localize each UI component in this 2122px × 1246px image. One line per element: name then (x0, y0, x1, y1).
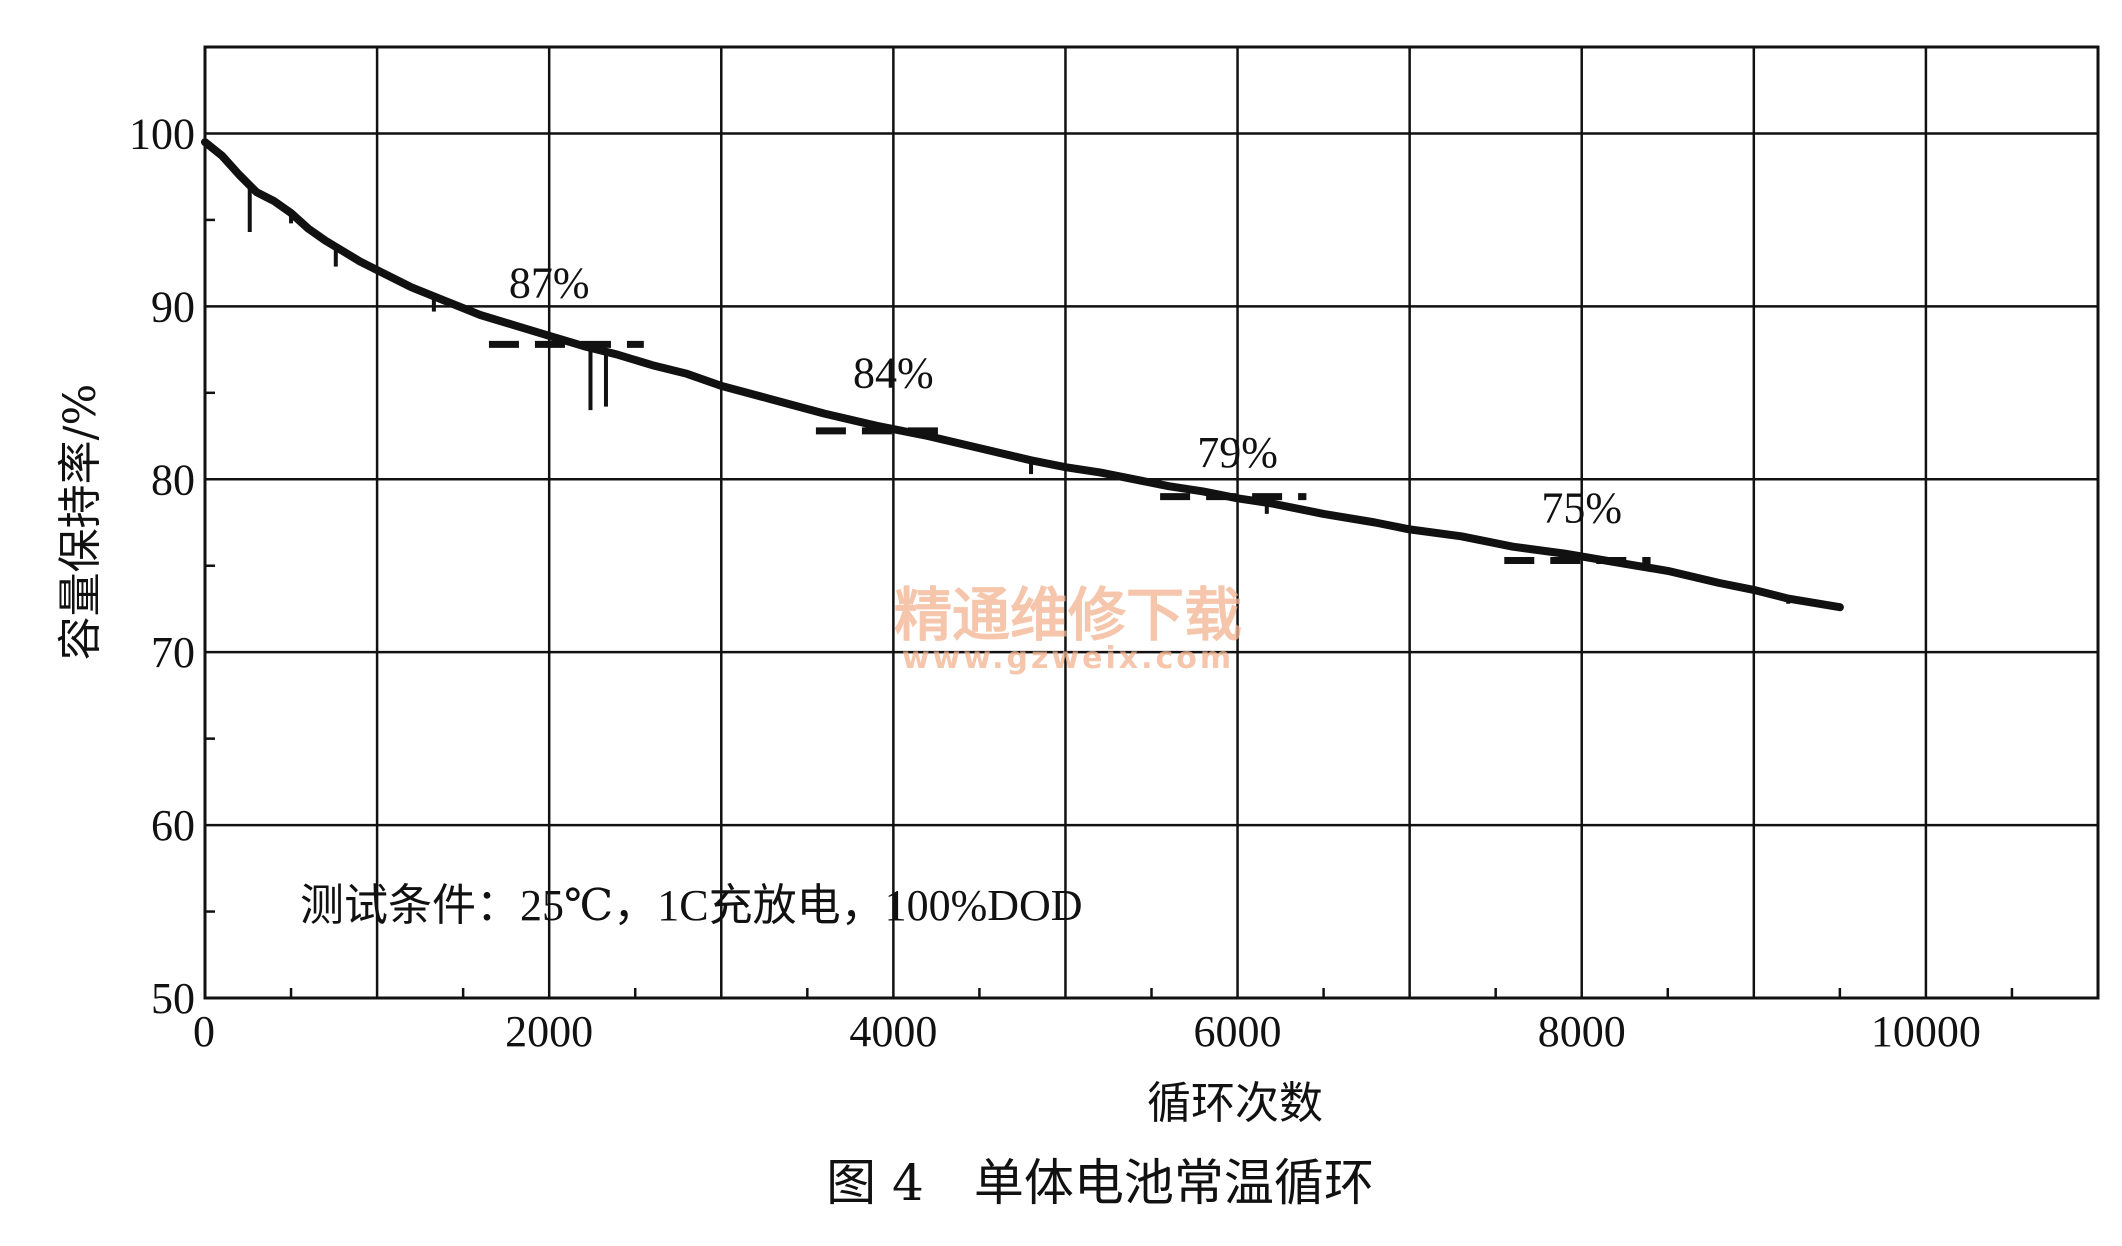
figure-caption: 图 4 单体电池常温循环 (826, 1154, 1374, 1212)
y-tick-label: 90 (151, 282, 195, 331)
test-conditions-annotation: 测试条件：25℃，1C充放电，100%DOD (300, 881, 1083, 930)
reference-level-label: 79% (1197, 428, 1278, 477)
y-tick-label: 50 (151, 974, 195, 1023)
watermark: 精通维修下载 www.gzweix.com (894, 581, 1242, 676)
plot-frame (203, 45, 2100, 1000)
x-tick-label: 6000 (1194, 1007, 1282, 1056)
x-tick-label: 0 (193, 1007, 215, 1056)
y-tick-label: 100 (129, 109, 195, 158)
reference-level-label: 75% (1541, 484, 1622, 533)
grid-lines (205, 47, 2098, 998)
x-tick-label: 4000 (849, 1007, 937, 1056)
capacity-retention-series (201, 138, 1844, 612)
y-axis-title: 容量保持率/% (55, 384, 106, 661)
x-tick-label: 2000 (505, 1007, 593, 1056)
x-axis-title: 循环次数 (1147, 1078, 1323, 1129)
y-tick-label: 80 (151, 455, 195, 504)
x-tick-label: 10000 (1871, 1007, 1981, 1056)
reference-levels: 87% 84% 79% 75% (488, 259, 1651, 565)
reference-level-label: 84% (853, 349, 934, 398)
x-tick-label: 8000 (1538, 1007, 1626, 1056)
series-layer (201, 138, 1844, 612)
reference-level-label: 87% (509, 259, 590, 308)
y-tick-label: 70 (151, 628, 195, 677)
y-tick-label: 60 (151, 801, 195, 850)
watermark-text-url: www.gzweix.com (902, 641, 1234, 676)
watermark-text-cn: 精通维修下载 (894, 581, 1242, 649)
axis-ticks: 50 60 70 80 90 100 0 2000 4000 6000 8000 10000 (129, 109, 2014, 1056)
